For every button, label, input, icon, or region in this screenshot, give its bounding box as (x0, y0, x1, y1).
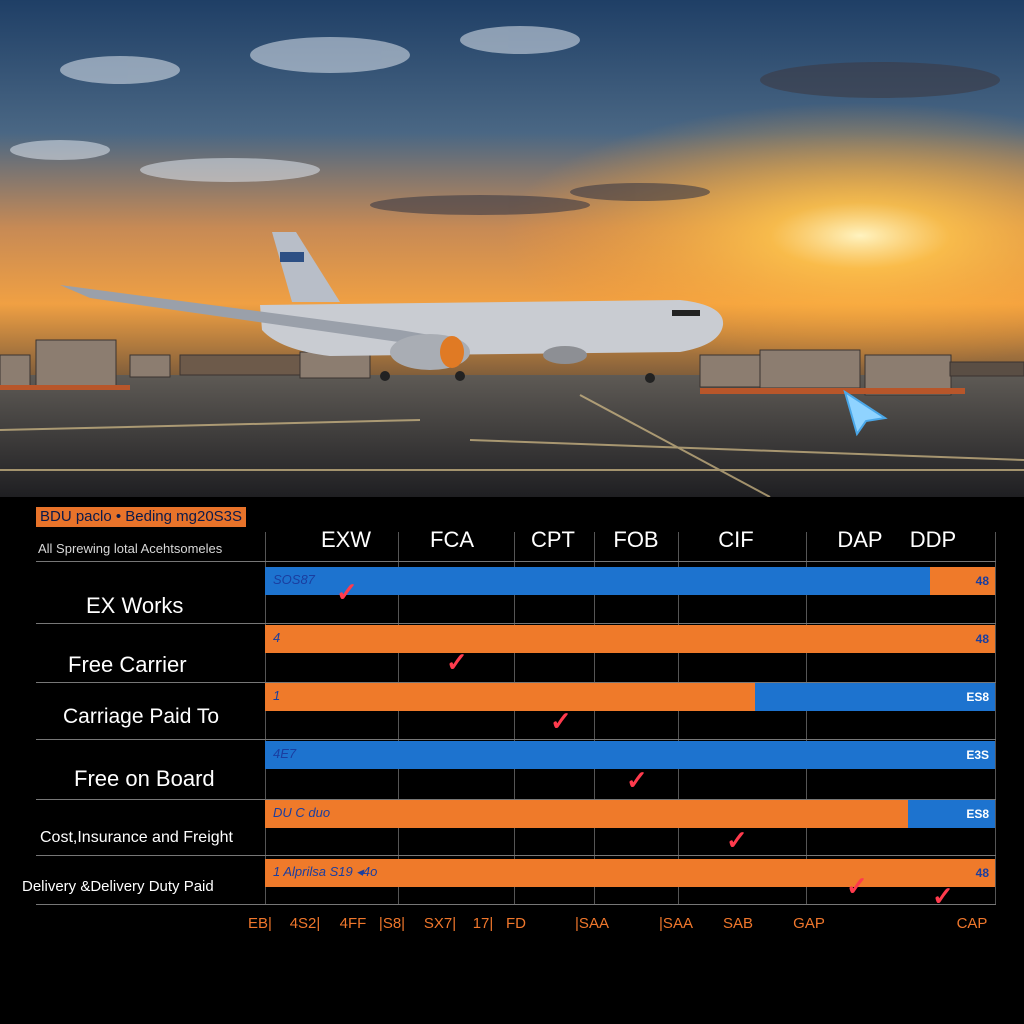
check-mark-icon: ✓ (846, 871, 868, 901)
bar-start-label: DU C duo (273, 805, 331, 820)
bar-start-label: 4 (273, 630, 281, 645)
axis-tick-label: 17| (472, 915, 494, 932)
airport-sunset-illustration (0, 0, 1024, 497)
grid-line (514, 532, 515, 904)
chart-subtitle: All Sprewing lotal Acehtsomeles (38, 541, 223, 556)
column-header-fob: FOB (613, 527, 659, 552)
check-mark-icon: ✓ (932, 881, 954, 911)
axis-tick-label: |SAA (659, 915, 693, 932)
term-bar-ex-works: SOS87 48 (265, 567, 995, 595)
row-divider (36, 682, 996, 683)
grid-line (265, 532, 266, 904)
row-label-free-on-board: Free on Board (74, 766, 215, 791)
bar-end-label: E3S (966, 748, 989, 762)
term-bar-carriage-paid-to: 1 ES8 (265, 683, 995, 711)
axis-tick-label: SAB (722, 915, 754, 932)
grid-line (806, 532, 807, 904)
bar-end-label: 48 (975, 632, 989, 646)
grid-line (995, 532, 996, 904)
row-label-free-carrier: Free Carrier (68, 652, 187, 677)
check-mark-icon: ✓ (726, 825, 748, 855)
row-label-cost-insurance-freight: Cost,Insurance and Freight (40, 829, 233, 846)
axis-tick-label: CAP (956, 915, 988, 932)
column-header-fca: FCA (430, 527, 474, 552)
check-mark-icon: ✓ (446, 647, 468, 677)
bar-end-label: 48 (975, 866, 989, 880)
term-bar-delivery-duty-paid: 1 Alprilsa S19 ◂4o 48 (265, 859, 995, 887)
bar-start-label: 1 Alprilsa S19 ◂4o (273, 864, 378, 879)
row-label-carriage-paid-to: Carriage Paid To (63, 705, 220, 728)
row-divider (36, 623, 996, 624)
axis-tick-label: 4S2| (289, 915, 321, 932)
grid-line (398, 532, 399, 904)
bar-start-label: 1 (273, 688, 281, 703)
bar-end-label: ES8 (966, 807, 989, 821)
hero-photo (0, 0, 1024, 497)
check-mark-icon: ✓ (626, 765, 648, 795)
row-divider (36, 904, 996, 905)
row-divider (36, 855, 996, 856)
axis-tick-label: FD (506, 915, 526, 932)
column-header-cpt: CPT (531, 527, 575, 552)
cursor-arrow-icon (843, 389, 888, 437)
grid-line (594, 532, 595, 904)
airplane-icon (60, 232, 724, 383)
incoterms-chart: BDU paclo • Beding mg20S3S All Sprewing … (0, 497, 1024, 1024)
check-mark-icon: ✓ (336, 577, 358, 607)
row-label-ex-works: EX Works (86, 593, 184, 618)
row-divider (36, 799, 996, 800)
bar-segment (755, 683, 995, 711)
column-header-ddp: DDP (909, 527, 957, 552)
axis-tick-label: |SAA (575, 915, 609, 932)
bar-start-label: 4E7 (273, 746, 297, 761)
column-header-dap: DAP (837, 527, 883, 552)
axis-tick-label: 4FF (339, 915, 367, 932)
column-header-cif: CIF (718, 527, 754, 552)
grid-line (678, 532, 679, 904)
bar-end-label: ES8 (966, 690, 989, 704)
bar-end-label: 48 (975, 574, 989, 588)
axis-tick-label: EB| (248, 915, 272, 932)
chart-badge: BDU paclo • Beding mg20S3S (36, 507, 247, 527)
bar-segment (908, 800, 995, 828)
column-header-exw: EXW (320, 527, 372, 552)
row-label-delivery-duty-paid: Delivery &Delivery Duty Paid (22, 878, 214, 895)
term-bar-free-carrier: 4 48 (265, 625, 995, 653)
check-mark-icon: ✓ (550, 706, 572, 736)
term-bar-free-on-board: 4E7 E3S (265, 741, 995, 769)
term-bar-cost-insurance-freight: DU C duo ES8 (265, 800, 995, 828)
bar-start-label: SOS87 (273, 572, 315, 587)
axis-tick-label: GAP (793, 915, 825, 932)
axis-tick-label: SX7| (423, 915, 457, 932)
axis-tick-label: |S8| (378, 915, 406, 932)
row-divider (36, 561, 996, 562)
row-divider (36, 739, 996, 740)
bar-segment (930, 567, 995, 595)
